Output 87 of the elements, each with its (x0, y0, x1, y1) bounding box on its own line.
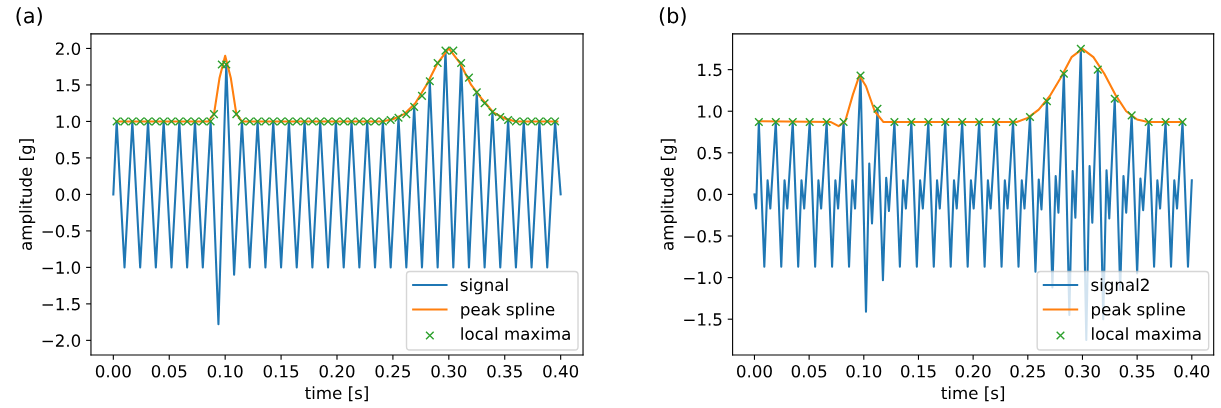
point (456, 58, 466, 68)
y-tick-label: 0.0 (55, 188, 81, 201)
legend-label: local maxima (461, 327, 570, 341)
point (889, 117, 899, 127)
y-tick-label: −0.5 (42, 224, 80, 238)
point (974, 117, 984, 127)
y-tick-label: 1.0 (56, 115, 81, 128)
y-tick-label: −1.0 (684, 271, 722, 285)
x-tick-label: 0.30 (1065, 364, 1100, 378)
x-axis-title: time [s] (305, 386, 368, 402)
x-tick-label: 0.35 (487, 364, 522, 378)
point (433, 58, 443, 68)
point (1059, 69, 1069, 79)
x-tick-label: 0.00 (95, 364, 131, 378)
x-tick-label: 0.00 (737, 364, 772, 378)
x-tick-label: 0.10 (846, 364, 882, 378)
point (771, 117, 781, 127)
point (1076, 44, 1086, 54)
point (1144, 117, 1154, 127)
point (417, 91, 427, 101)
x-tick-label: 0.10 (207, 364, 243, 378)
point (923, 117, 933, 127)
point (788, 117, 798, 127)
text: (b) (659, 7, 686, 26)
point (1008, 117, 1018, 127)
point (1093, 65, 1103, 75)
point (480, 98, 490, 108)
x-tick-label: 0.15 (263, 364, 299, 378)
point (464, 73, 474, 83)
y-tick-label: 0.5 (55, 151, 80, 165)
x-tick-label: 0.25 (1010, 364, 1045, 378)
legend-label: local maxima (1092, 327, 1201, 341)
point (839, 117, 849, 127)
point (221, 60, 231, 70)
x-tick-label: 0.40 (1174, 364, 1210, 378)
legend-label: signal (460, 278, 508, 295)
point (217, 60, 227, 70)
y-axis-title: amplitude [g] (660, 139, 677, 250)
y-tick-label: 1.0 (698, 105, 722, 118)
y-tick-label: −1.0 (42, 261, 81, 274)
x-tick-label: 0.25 (375, 364, 411, 378)
x-tick-label: 0.05 (151, 364, 187, 378)
y-tick-label: −1.5 (42, 298, 80, 311)
y-tick-label: 1.5 (698, 63, 722, 77)
y-tick-label: 0.5 (697, 146, 722, 160)
y-tick-label: 2.0 (55, 42, 81, 56)
point (906, 117, 916, 127)
y-tick-label: −1.5 (684, 313, 722, 326)
point (1161, 117, 1171, 127)
point (856, 70, 866, 80)
point (991, 117, 1001, 127)
point (425, 76, 435, 86)
point (409, 102, 419, 112)
point (1178, 117, 1188, 127)
point (1110, 94, 1120, 104)
point (401, 109, 411, 119)
point (1025, 112, 1035, 122)
y-tick-label: −2.0 (42, 334, 81, 347)
legend-label: peak spline (461, 302, 555, 319)
y-axis-title: amplitude [g] (19, 139, 36, 250)
x-tick-label: 0.15 (901, 364, 936, 378)
y-tick-label: 1.5 (56, 79, 80, 92)
legend-label: signal2 (1091, 278, 1149, 295)
point (1127, 110, 1137, 120)
point (754, 117, 764, 127)
point (940, 117, 950, 127)
point (209, 109, 219, 119)
x-tick-label: 0.05 (791, 364, 827, 378)
point (487, 107, 497, 117)
point (805, 117, 815, 127)
y-tick-label: 0.0 (697, 188, 722, 201)
x-tick-label: 0.35 (1119, 364, 1155, 378)
point (872, 104, 882, 114)
point (957, 117, 967, 127)
text: (a) (16, 7, 42, 26)
x-tick-label: 0.40 (543, 364, 579, 378)
x-axis-title: time [s] (941, 386, 1005, 402)
x-tick-label: 0.20 (955, 364, 991, 378)
point (1042, 96, 1052, 106)
x-tick-label: 0.30 (431, 364, 467, 378)
y-tick-label: −0.5 (684, 229, 722, 243)
legend-label: peak spline (1092, 302, 1185, 319)
line-series (115, 47, 559, 123)
point (472, 87, 482, 97)
point (231, 109, 241, 119)
point (822, 117, 832, 127)
x-tick-label: 0.20 (319, 364, 355, 378)
